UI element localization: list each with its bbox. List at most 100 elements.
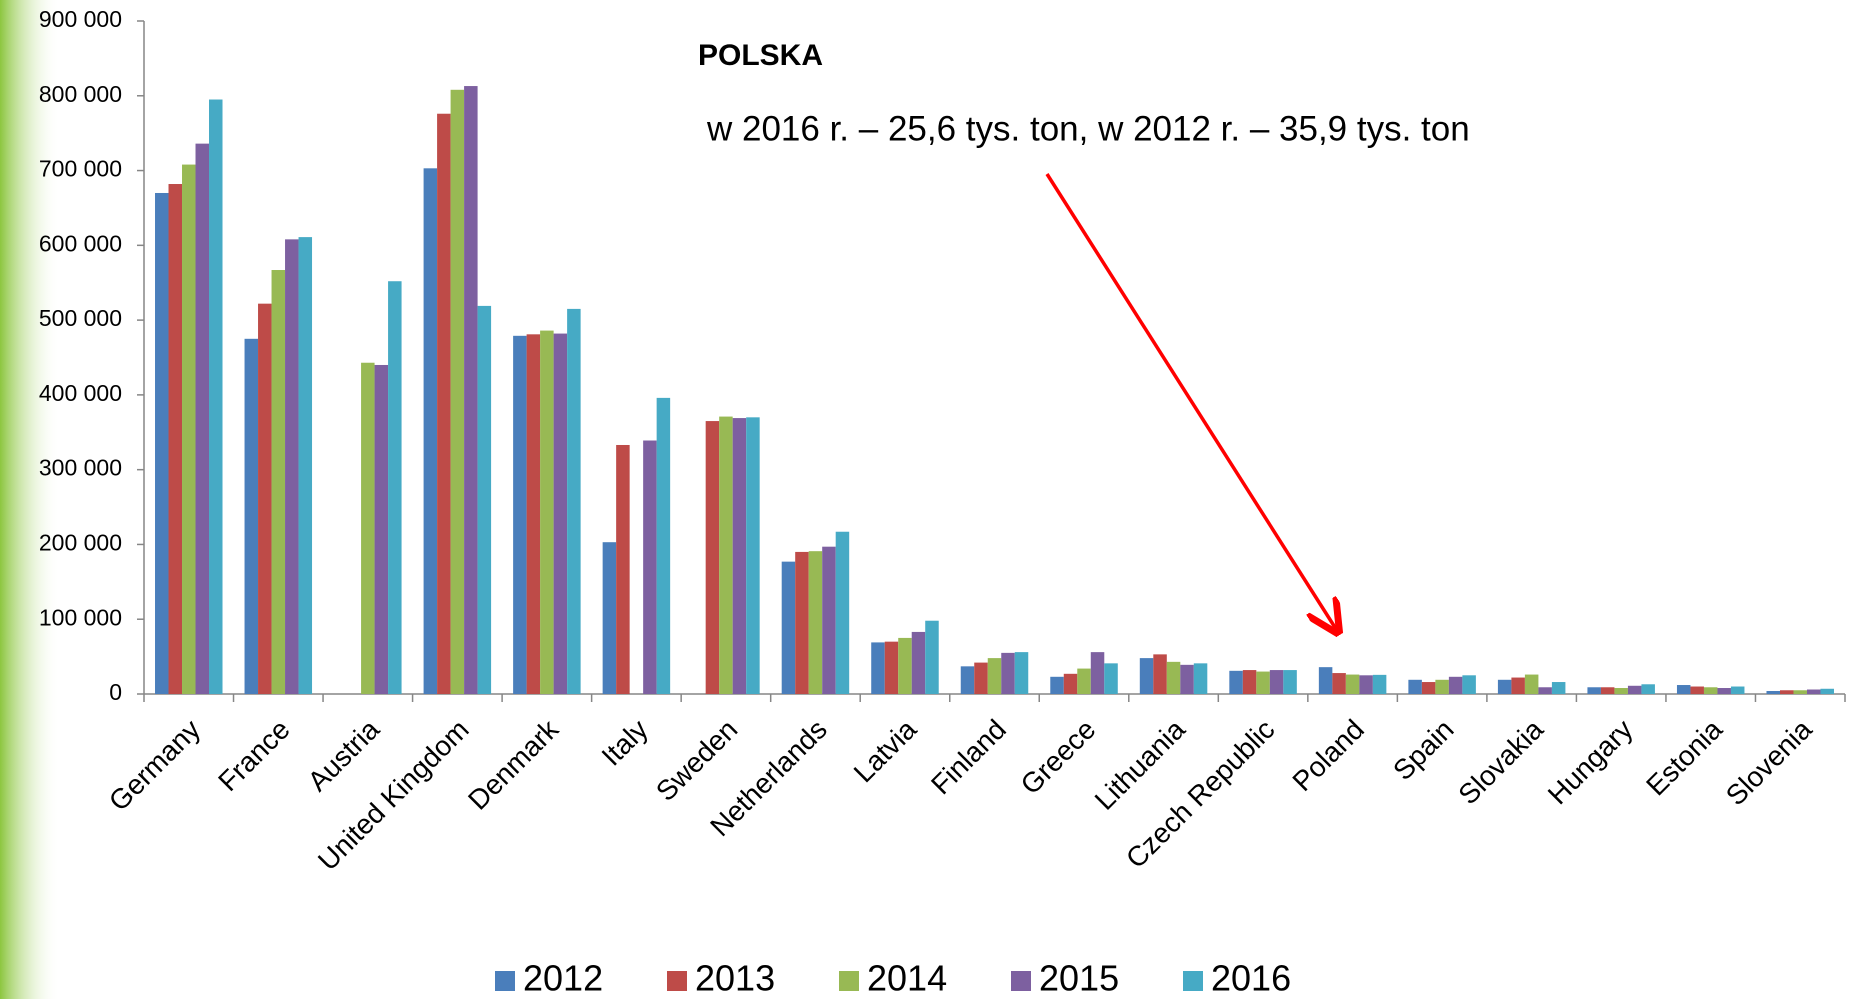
bar (271, 270, 286, 694)
x-tick-label: Denmark (462, 713, 565, 816)
bar (209, 99, 223, 695)
x-tick-label: Poland (1287, 714, 1371, 798)
bar (1139, 658, 1154, 694)
x-tick-label: Germany (103, 714, 206, 817)
bar (1730, 686, 1745, 694)
bar (1359, 675, 1373, 694)
y-tick-label: 0 (109, 679, 122, 705)
bar (1283, 670, 1297, 694)
legend-swatch (667, 971, 687, 991)
x-tick-label: Latvia (848, 713, 923, 788)
bar (1269, 670, 1284, 694)
bar (477, 305, 492, 694)
bar (898, 637, 912, 694)
x-tick-label: Greece (1015, 714, 1102, 801)
legend-swatch (1011, 971, 1031, 991)
annotation: w 2016 r. – 25,6 tys. ton, w 2012 r. – 3… (706, 109, 1470, 148)
bar (567, 308, 581, 694)
bar (925, 620, 939, 694)
y-tick-label: 600 000 (39, 230, 122, 256)
side-gradient (0, 0, 60, 999)
bar (1511, 677, 1525, 694)
bar (182, 164, 196, 694)
bar (1229, 670, 1243, 694)
bar (388, 281, 402, 694)
bar (1077, 668, 1091, 694)
bar (1435, 679, 1449, 694)
bar (513, 335, 527, 694)
bar (1001, 652, 1015, 694)
bar (835, 531, 850, 694)
y-tick-label: 300 000 (39, 455, 122, 481)
legend-swatch (839, 971, 859, 991)
bar (1538, 687, 1552, 694)
bar (1180, 664, 1194, 694)
x-tick-label: Estonia (1640, 713, 1728, 801)
bar (1820, 688, 1834, 694)
bar (911, 631, 926, 694)
bar (746, 417, 760, 694)
bar (1676, 685, 1691, 694)
bar (1462, 675, 1476, 694)
x-tick-label: Finland (925, 714, 1012, 801)
arrow (1045, 173, 1336, 629)
bar (1166, 661, 1181, 694)
bar (987, 658, 1002, 694)
bar (285, 239, 299, 694)
bar (732, 418, 747, 694)
bar (1153, 654, 1167, 694)
bar (1614, 688, 1628, 694)
legend-swatch (495, 971, 515, 991)
bar (1587, 687, 1601, 694)
bar (195, 143, 210, 694)
bar (884, 641, 899, 694)
bar (1345, 674, 1360, 694)
x-tick-label: France (212, 714, 296, 798)
bar (1332, 673, 1346, 694)
bar (960, 666, 975, 694)
bar (656, 397, 671, 694)
bar (168, 184, 183, 694)
x-tick-label: Austria (302, 713, 386, 797)
y-tick-label: 800 000 (39, 81, 122, 107)
bar (643, 440, 657, 694)
bar (1766, 691, 1780, 694)
bar (1448, 676, 1463, 694)
bar (602, 542, 617, 694)
bar (974, 662, 988, 694)
bar (1627, 685, 1642, 694)
legend-swatch (1183, 971, 1203, 991)
bar (423, 168, 438, 694)
bar (1717, 688, 1731, 694)
legend-label: 2012 (523, 958, 603, 999)
x-tick-label: Slovakia (1452, 713, 1549, 810)
bar (437, 113, 451, 695)
y-tick-label: 700 000 (39, 156, 122, 182)
legend-label: 2015 (1039, 958, 1119, 999)
bar (244, 338, 259, 694)
bar (450, 89, 465, 695)
bar (526, 334, 541, 694)
bar (1600, 687, 1615, 694)
legend-label: 2013 (695, 958, 775, 999)
bar (871, 642, 885, 694)
y-tick-label: 500 000 (39, 305, 122, 331)
x-tick-label: Spain (1387, 714, 1460, 787)
bar (298, 237, 313, 694)
chart-title: POLSKA (698, 39, 823, 72)
bar (1014, 652, 1029, 694)
x-tick-label: Slovenia (1720, 713, 1818, 811)
bar (1256, 671, 1270, 694)
bar (374, 364, 389, 694)
bar (1421, 682, 1436, 694)
bar (258, 303, 272, 694)
x-tick-label: Sweden (650, 714, 743, 807)
bar (1551, 682, 1566, 694)
bar (808, 551, 823, 694)
y-tick-label: 400 000 (39, 380, 122, 406)
bar (1793, 690, 1807, 694)
y-tick-label: 200 000 (39, 530, 122, 556)
legend-label: 2014 (867, 958, 947, 999)
